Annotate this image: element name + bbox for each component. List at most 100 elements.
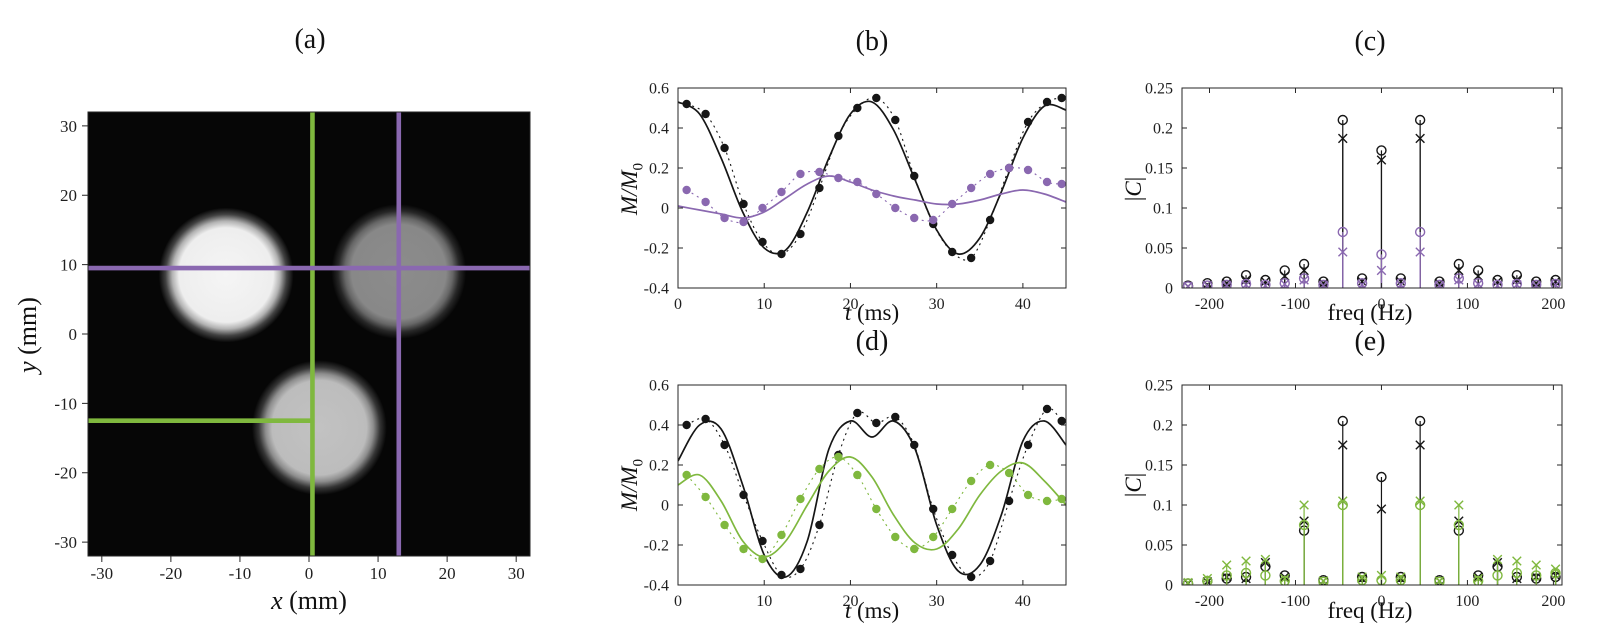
panel-b-title: (b) (855, 26, 889, 57)
panel-c-xlabel: freq (Hz) (1327, 300, 1413, 325)
axis-ticks: -30 -20 -10 0 10 20 30 30 20 10 0 -10 -20 -30 (54, 117, 524, 583)
axes-box (1181, 384, 1563, 586)
svg-text:30: 30 (60, 117, 77, 136)
panel-d-ylabel: M/M0 (617, 458, 647, 512)
panel-e-chart: -200 -100 0 100 200 0 0.05 0.1 0.15 0.2 0.25 (1145, 378, 1565, 610)
svg-text:-20: -20 (160, 564, 183, 583)
c-series (1182, 114, 1561, 288)
panel-e-ylabel: |C| (1121, 472, 1146, 498)
svg-text:0.2: 0.2 (1153, 121, 1173, 138)
series-black-samples (682, 404, 1066, 582)
series-green-fit (678, 456, 1066, 558)
axis-ticks: -200 -100 0 100 200 0 0.05 0.1 0.15 0.2 0.25 (1145, 378, 1565, 610)
axis-ticks: 0 10 20 30 40 -0.4 -0.2 0 0.2 0.4 0.6 (644, 378, 1066, 610)
svg-text:0: 0 (305, 564, 314, 583)
svg-text:-100: -100 (1281, 296, 1310, 313)
d-series (678, 404, 1066, 582)
svg-text:0.4: 0.4 (649, 121, 669, 138)
panel-e-xlabel: freq (Hz) (1327, 598, 1413, 623)
series-purple-samples (682, 163, 1066, 227)
svg-text:0: 0 (661, 201, 669, 218)
plot-background (1182, 385, 1562, 585)
svg-text:-0.2: -0.2 (644, 538, 669, 555)
panel-a-xlabel: x (mm) (271, 586, 347, 615)
svg-text:-200: -200 (1195, 296, 1224, 313)
svg-text:0: 0 (674, 593, 682, 610)
panel-b-chart: 0 10 20 30 40 -0.4 -0.2 0 0.2 0.4 0.6 (644, 81, 1067, 313)
svg-text:-0.4: -0.4 (644, 578, 669, 595)
axes-box (677, 87, 1067, 289)
svg-text:-30: -30 (90, 564, 113, 583)
phantom-image (88, 112, 530, 556)
phantom-blob-0 (158, 207, 294, 343)
svg-text:0.25: 0.25 (1145, 378, 1173, 395)
panel-a-chart: -30 -20 -10 0 10 20 30 30 20 10 0 -10 -20 -30 (54, 111, 531, 583)
svg-text:0: 0 (1165, 578, 1173, 595)
plot-background (678, 385, 1066, 585)
panel-e-title: (e) (1354, 326, 1386, 357)
svg-text:-0.4: -0.4 (644, 281, 669, 298)
svg-text:0.6: 0.6 (649, 378, 669, 395)
svg-text:10: 10 (370, 564, 387, 583)
svg-text:20: 20 (842, 593, 858, 610)
svg-text:0.1: 0.1 (1153, 498, 1173, 515)
svg-text:0: 0 (1377, 296, 1385, 313)
svg-text:-10: -10 (54, 394, 77, 413)
svg-text:-20: -20 (54, 464, 77, 483)
svg-text:10: 10 (756, 593, 772, 610)
svg-text:0.6: 0.6 (649, 81, 669, 98)
svg-text:0.05: 0.05 (1145, 241, 1173, 258)
svg-text:20: 20 (439, 564, 456, 583)
svg-text:-30: -30 (54, 533, 77, 552)
panel-a-title: (a) (294, 24, 326, 55)
svg-text:10: 10 (756, 296, 772, 313)
svg-text:0.1: 0.1 (1153, 201, 1173, 218)
series-green-x (1183, 496, 1561, 585)
svg-text:40: 40 (1015, 593, 1031, 610)
svg-text:200: 200 (1541, 593, 1565, 610)
svg-text:30: 30 (929, 296, 945, 313)
svg-text:0.25: 0.25 (1145, 81, 1173, 98)
svg-text:-0.2: -0.2 (644, 241, 669, 258)
svg-text:0: 0 (1165, 281, 1173, 298)
svg-text:100: 100 (1455, 593, 1479, 610)
series-black-fit (678, 100, 1066, 255)
panel-b-ylabel: M/M0 (617, 162, 647, 216)
plot-background (678, 88, 1066, 288)
svg-text:-10: -10 (229, 564, 252, 583)
panel-d-chart: 0 10 20 30 40 -0.4 -0.2 0 0.2 0.4 0.6 (644, 378, 1067, 610)
plot-background (1182, 88, 1562, 288)
axes-box (1181, 87, 1563, 289)
panel-c-title: (c) (1354, 26, 1386, 57)
panel-c-chart: -200 -100 0 100 200 0 0.05 0.1 0.15 0.2 0.25 (1145, 81, 1565, 313)
svg-text:0: 0 (69, 325, 78, 344)
svg-text:20: 20 (60, 186, 77, 205)
svg-text:0.4: 0.4 (649, 418, 669, 435)
svg-text:0.15: 0.15 (1145, 161, 1173, 178)
panel-b-xlabel: t (ms) (844, 300, 900, 325)
b-series (678, 93, 1066, 263)
svg-text:0: 0 (661, 498, 669, 515)
svg-text:-200: -200 (1195, 593, 1224, 610)
svg-text:0.2: 0.2 (1153, 418, 1173, 435)
svg-text:0.2: 0.2 (649, 458, 669, 475)
e-series (1182, 415, 1561, 585)
axis-ticks: 0 10 20 30 40 -0.4 -0.2 0 0.2 0.4 0.6 (644, 81, 1066, 313)
svg-text:0: 0 (1377, 593, 1385, 610)
svg-text:10: 10 (60, 256, 77, 275)
svg-text:30: 30 (929, 593, 945, 610)
panel-d-title: (d) (855, 326, 889, 357)
panel-c-ylabel: |C| (1121, 176, 1146, 202)
series-black-fit (678, 420, 1066, 579)
axes-box (677, 384, 1067, 586)
panel-d-xlabel: t (ms) (844, 598, 900, 623)
panel-a-ylabel: y (mm) (13, 297, 42, 373)
svg-text:0.05: 0.05 (1145, 538, 1173, 555)
svg-text:0: 0 (674, 296, 682, 313)
axis-ticks: -200 -100 0 100 200 0 0.05 0.1 0.15 0.2 0.25 (1145, 81, 1565, 313)
svg-text:20: 20 (842, 296, 858, 313)
svg-text:40: 40 (1015, 296, 1031, 313)
svg-text:0.2: 0.2 (649, 161, 669, 178)
svg-text:200: 200 (1541, 296, 1565, 313)
